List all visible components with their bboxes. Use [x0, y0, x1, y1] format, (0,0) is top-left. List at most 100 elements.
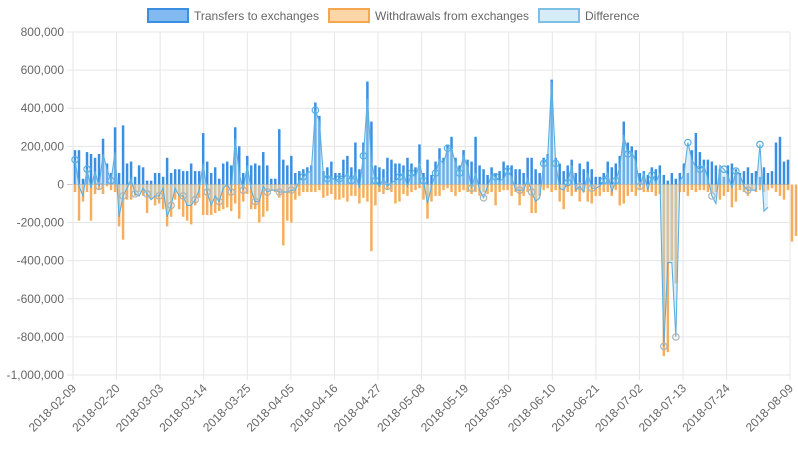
- bar-withdrawals: [310, 184, 313, 193]
- bar-transfers: [618, 155, 622, 185]
- bar-withdrawals: [690, 184, 694, 191]
- difference-point: [299, 173, 308, 181]
- difference-point: [95, 182, 103, 191]
- bar-withdrawals: [526, 184, 529, 193]
- bar-transfers: [366, 81, 369, 185]
- bar-transfers: [149, 180, 153, 185]
- difference-point: [575, 182, 584, 191]
- bar-withdrawals: [358, 184, 361, 204]
- bar-withdrawals: [169, 184, 173, 217]
- bar-transfers: [153, 173, 157, 185]
- bar-transfers: [133, 176, 137, 185]
- bar-withdrawals: [550, 184, 553, 193]
- bar-withdrawals: [498, 184, 501, 193]
- bar-withdrawals: [438, 184, 441, 196]
- bar-withdrawals: [606, 184, 609, 193]
- bar-transfers: [762, 167, 766, 185]
- bar-transfers: [225, 161, 229, 185]
- bar-transfers: [286, 165, 289, 185]
- bar-transfers: [542, 157, 545, 185]
- bar-withdrawals: [133, 184, 137, 196]
- bar-transfers: [686, 173, 690, 185]
- difference-point: [419, 176, 428, 185]
- legend-item-withdrawals[interactable]: Withdrawals from exchanges: [328, 8, 529, 23]
- bar-transfers: [266, 165, 269, 185]
- bar-transfers: [754, 171, 758, 185]
- legend: Transfers to exchanges Withdrawals from …: [147, 8, 640, 23]
- bar-withdrawals: [201, 184, 205, 215]
- bar-withdrawals: [318, 184, 321, 191]
- bar-transfers: [638, 173, 642, 185]
- bar-transfers: [742, 171, 746, 185]
- difference-point: [179, 192, 187, 200]
- bar-transfers: [782, 161, 786, 185]
- bar-withdrawals: [125, 184, 129, 200]
- bar-withdrawals: [586, 184, 589, 202]
- bar-withdrawals: [622, 184, 626, 204]
- x-tick-label: 2018-08-09: [743, 381, 797, 435]
- difference-point: [515, 186, 524, 194]
- difference-point: [383, 182, 392, 191]
- bar-withdrawals: [554, 184, 557, 191]
- bar-withdrawals: [129, 184, 133, 200]
- legend-item-difference[interactable]: Difference: [538, 8, 640, 23]
- difference-point: [551, 159, 560, 168]
- bar-withdrawals: [722, 184, 726, 196]
- difference-point: [599, 176, 608, 185]
- bar-withdrawals: [157, 184, 161, 204]
- difference-point: [83, 165, 91, 174]
- bar-transfers: [165, 157, 169, 185]
- bar-withdrawals: [530, 184, 533, 214]
- bar-withdrawals: [237, 184, 241, 219]
- bar-transfers: [189, 163, 193, 185]
- bar-transfers: [694, 132, 698, 185]
- bar-transfers: [646, 174, 650, 185]
- bar-withdrawals: [634, 184, 638, 196]
- difference-point: [119, 192, 127, 200]
- bar-transfers: [678, 173, 682, 185]
- bar-transfers: [262, 152, 265, 185]
- bar-withdrawals: [686, 184, 690, 196]
- bar-transfers: [614, 163, 617, 185]
- bar-transfers: [105, 163, 109, 185]
- bar-transfers: [494, 173, 497, 185]
- bar-withdrawals: [738, 184, 742, 191]
- bar-transfers: [177, 169, 181, 185]
- bar-withdrawals: [338, 184, 341, 200]
- bar-withdrawals: [706, 184, 710, 193]
- bar-transfers: [173, 169, 177, 185]
- bar-transfers: [346, 155, 349, 185]
- bar-withdrawals: [770, 184, 774, 189]
- legend-swatch-transfers: [147, 8, 189, 23]
- bar-withdrawals: [390, 184, 393, 193]
- y-tick-label: -1,000,000: [7, 368, 65, 382]
- bar-withdrawals: [614, 184, 617, 191]
- bar-withdrawals: [105, 184, 109, 187]
- bar-transfers: [538, 173, 541, 185]
- bar-transfers: [145, 180, 149, 185]
- bar-transfers: [342, 159, 345, 185]
- difference-point: [503, 167, 512, 175]
- bar-transfers: [602, 173, 605, 185]
- bar-withdrawals: [602, 184, 605, 193]
- y-tick-label: -200,000: [17, 216, 65, 230]
- bar-withdrawals: [77, 184, 81, 221]
- bar-transfers: [446, 144, 449, 185]
- bar-transfers: [486, 174, 489, 185]
- bar-withdrawals: [173, 184, 177, 200]
- bar-transfers: [374, 165, 377, 185]
- bar-withdrawals: [578, 184, 581, 202]
- difference-point: [239, 186, 248, 194]
- bar-transfers: [241, 173, 245, 185]
- bar-transfers: [378, 167, 381, 185]
- legend-label-difference: Difference: [585, 9, 640, 23]
- bar-transfers: [550, 79, 553, 185]
- difference-point: [732, 167, 740, 175]
- bar-withdrawals: [97, 184, 101, 191]
- bar-transfers: [522, 173, 525, 185]
- bar-transfers: [610, 167, 613, 185]
- bar-withdrawals: [594, 184, 597, 196]
- legend-item-transfers[interactable]: Transfers to exchanges: [147, 8, 319, 23]
- difference-point: [587, 184, 596, 193]
- difference-point: [623, 150, 632, 158]
